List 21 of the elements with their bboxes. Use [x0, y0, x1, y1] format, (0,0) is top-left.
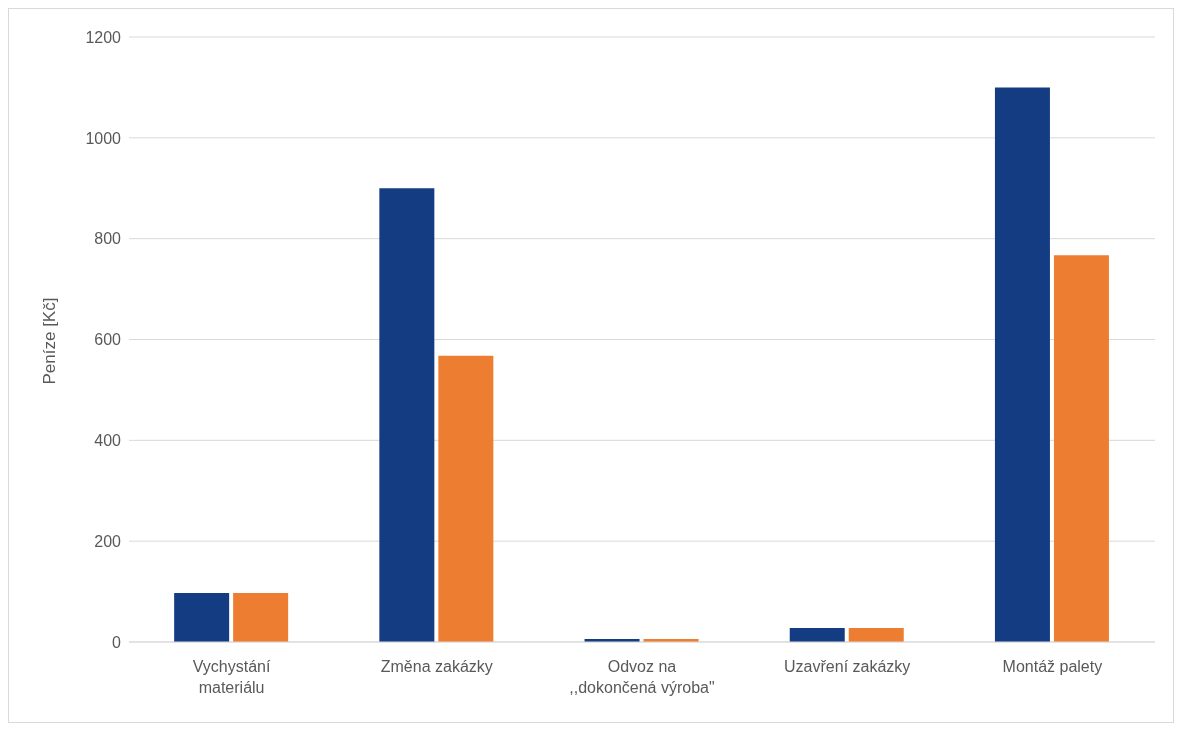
x-tick-label: Odvoz na ,,dokončená výroba" — [569, 658, 715, 696]
x-tick-label: Změna zakázky — [380, 658, 493, 675]
bar — [174, 593, 230, 642]
y-tick-label: 400 — [94, 432, 122, 450]
bar — [848, 627, 904, 642]
bar — [379, 188, 435, 642]
bar — [1053, 255, 1109, 642]
x-tick-label: Uzavření zakázky — [784, 658, 911, 675]
y-tick-label: 1000 — [85, 129, 122, 147]
y-tick-label: 1200 — [85, 28, 122, 46]
x-tick-label: Montáž palety — [1002, 658, 1103, 675]
y-tick-label: 200 — [94, 532, 122, 550]
x-tick-label: Vychystání materiálu — [192, 658, 271, 696]
y-tick-label: 800 — [94, 230, 122, 248]
bar — [994, 87, 1050, 642]
bar — [438, 355, 494, 642]
bar — [789, 627, 845, 642]
y-tick-label: 600 — [94, 331, 122, 349]
y-tick-label: 0 — [112, 633, 122, 651]
y-axis-title: Peníze [Kč] — [40, 297, 60, 385]
bar — [233, 593, 289, 642]
